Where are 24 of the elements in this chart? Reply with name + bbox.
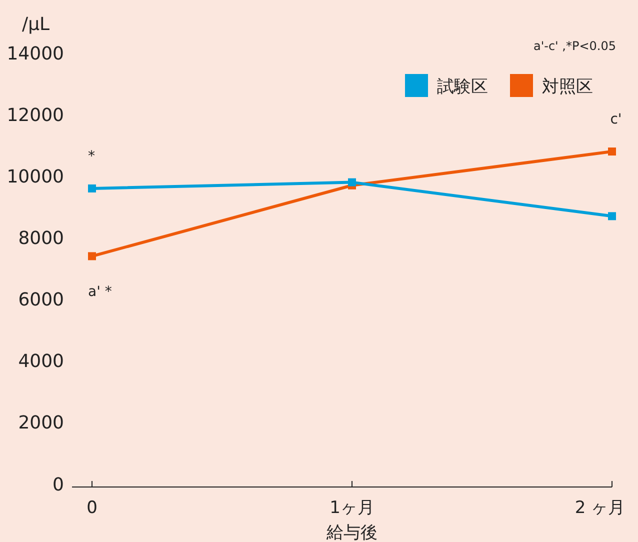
legend-label: 試験区 (437, 77, 488, 97)
point (88, 252, 96, 260)
point (88, 184, 96, 192)
x-tick-label: 2 ヶ月 (574, 498, 626, 518)
y-tick-label: 4000 (18, 351, 64, 372)
y-tick-label: 8000 (18, 228, 64, 250)
y-tick-label: 10000 (6, 166, 64, 188)
y-tick-label: 2000 (18, 412, 64, 434)
annotation: c' (610, 112, 622, 128)
x-tick-label: 1ヶ月 (330, 498, 374, 518)
text: a'-c' ,*P<0.05 (533, 39, 616, 53)
point (608, 148, 616, 156)
annotation: * (88, 148, 95, 164)
point (608, 212, 616, 220)
annotation: a' * (88, 284, 112, 300)
point (348, 178, 356, 186)
x-axis-title: 給与後 (326, 523, 378, 542)
legend-label: 対照区 (542, 77, 593, 97)
y-axis-title: /μL (22, 14, 50, 35)
y-tick-label: 14000 (6, 43, 64, 64)
x-tick-label: 0 (86, 498, 98, 518)
y-tick-label: 6000 (18, 290, 64, 311)
y-tick-label: 12000 (6, 104, 64, 126)
y-tick-label: 0 (52, 474, 64, 496)
